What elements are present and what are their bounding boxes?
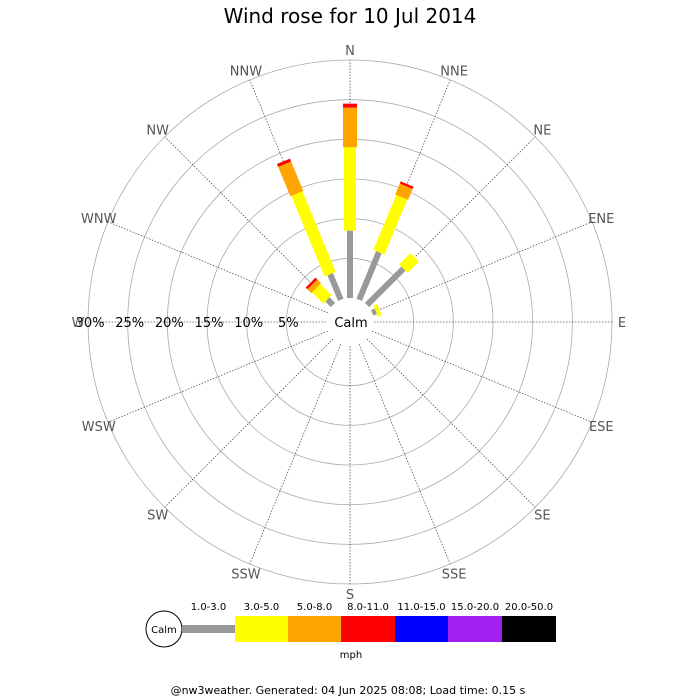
legend-swatch-3 <box>288 616 341 642</box>
wind-bars <box>276 103 419 317</box>
bar-nne-bin-2 <box>373 194 408 255</box>
legend-swatch-7 <box>502 616 556 642</box>
legend-label-5: 11.0-15.0 <box>397 602 445 613</box>
legend-swatch-1 <box>182 625 235 633</box>
calm-center: Calm <box>326 298 374 346</box>
radial-tick-label-25: 25% <box>115 316 144 331</box>
spoke-ssw <box>249 344 342 565</box>
spoke-se <box>366 338 536 508</box>
bar-nnw-bin-3 <box>278 161 304 197</box>
radial-tick-label-15: 15% <box>195 316 224 331</box>
spoke-sse <box>358 344 451 565</box>
spoke-ene <box>372 221 593 314</box>
chart-title: Wind rose for 10 Jul 2014 <box>224 4 477 28</box>
legend-label-1: 1.0-3.0 <box>191 602 226 613</box>
spoke-ese <box>372 330 593 423</box>
bar-ne-bin-2 <box>399 253 419 273</box>
bar-nne-bin-1 <box>356 251 382 301</box>
spoke-nw <box>164 136 334 306</box>
bar-nne-bin-4 <box>399 181 414 189</box>
direction-label-s: S <box>346 588 354 603</box>
spoke-wsw <box>107 330 328 423</box>
footer-text: @nw3weather. Generated: 04 Jun 2025 08:0… <box>171 684 526 697</box>
direction-label-ese: ESE <box>589 420 614 435</box>
direction-label-se: SE <box>534 508 550 523</box>
bar-ene-bin-2 <box>373 304 382 317</box>
direction-label-ssw: SSW <box>231 567 261 582</box>
bar-nw-bin-4 <box>305 277 318 290</box>
bar-nnw-bin-4 <box>276 158 292 167</box>
direction-labels: N NNE NE ENE E ESE SE SSE S SSW SW WSW W WNW NW NNW <box>72 44 627 603</box>
radial-tick-label-30: 30% <box>76 316 105 331</box>
radial-tick-label-20: 20% <box>155 316 184 331</box>
bar-nw-bin-3 <box>307 279 322 294</box>
legend-swatch-4 <box>341 616 395 642</box>
legend-label-7: 20.0-50.0 <box>505 602 553 613</box>
speed-legend: Calm mph 1.0-3.0 3.0-5.0 5.0-8.0 8.0-11.0 11… <box>145 602 556 661</box>
legend-label-6: 15.0-20.0 <box>451 602 499 613</box>
direction-label-n: N <box>345 44 355 59</box>
radial-tick-labels: 5% 10% 15% 20% 25% 30% <box>76 316 299 331</box>
bar-ene-bin-1 <box>371 308 377 316</box>
spoke-sw <box>164 338 334 508</box>
spoke-wnw <box>107 221 328 314</box>
direction-label-w: W <box>72 316 85 331</box>
direction-label-nw: NW <box>146 124 169 139</box>
bar-nnw-bin-2 <box>291 191 336 277</box>
direction-label-nne: NNE <box>440 65 468 80</box>
legend-unit: mph <box>340 650 362 661</box>
legend-swatch-5 <box>395 616 448 642</box>
direction-label-e: E <box>618 316 626 331</box>
legend-label-2: 3.0-5.0 <box>244 602 279 613</box>
bar-nne-bin-3 <box>395 183 413 200</box>
direction-label-wsw: WSW <box>82 420 116 435</box>
bar-nw-bin-2 <box>311 283 332 304</box>
direction-label-ene: ENE <box>588 212 614 227</box>
calm-label: Calm <box>334 316 367 331</box>
direction-label-sw: SW <box>147 508 168 523</box>
radial-tick-label-5: 5% <box>278 316 299 331</box>
bar-nw-bin-1 <box>325 297 336 308</box>
direction-label-nnw: NNW <box>230 65 262 80</box>
legend-swatch-2 <box>235 616 288 642</box>
direction-label-ne: NE <box>533 124 551 139</box>
direction-label-sse: SSE <box>442 567 467 582</box>
legend-swatch-6 <box>448 616 502 642</box>
bar-nnw-bin-1 <box>327 273 344 301</box>
legend-label-4: 8.0-11.0 <box>347 602 389 613</box>
polar-grid <box>87 59 613 585</box>
radial-tick-label-10: 10% <box>234 316 263 331</box>
legend-label-3: 5.0-8.0 <box>297 602 332 613</box>
bar-ne-bin-1 <box>364 266 406 308</box>
direction-label-wnw: WNW <box>81 212 117 227</box>
legend-calm-label: Calm <box>151 625 177 636</box>
